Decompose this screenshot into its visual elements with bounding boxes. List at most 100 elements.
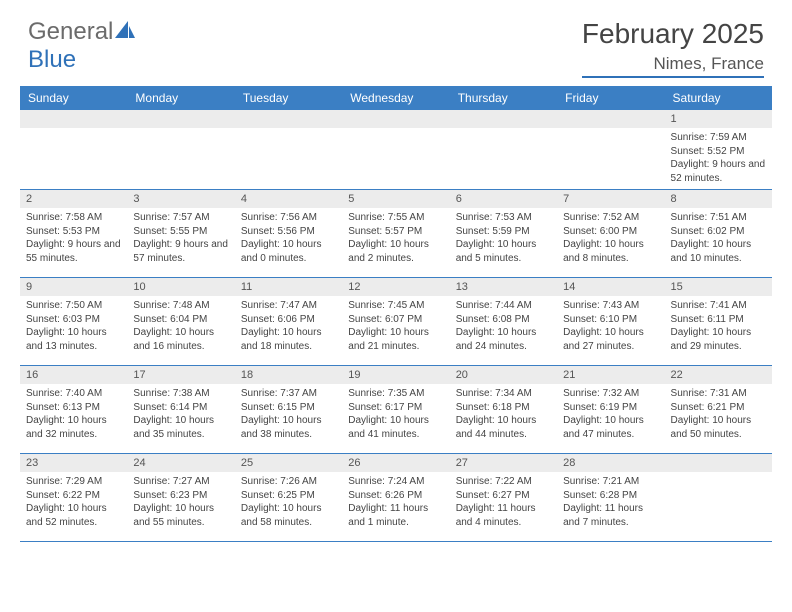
day-number [127, 110, 234, 128]
calendar-cell: 2Sunrise: 7:58 AMSunset: 5:53 PMDaylight… [20, 190, 127, 278]
header: General February 2025 Nimes, France [0, 0, 792, 86]
logo: General [28, 18, 135, 46]
day-number: 17 [127, 366, 234, 384]
logo-sail-icon [115, 18, 135, 46]
day-header: Tuesday [235, 86, 342, 110]
day-number: 5 [342, 190, 449, 208]
day-number: 7 [557, 190, 664, 208]
day-details: Sunrise: 7:43 AMSunset: 6:10 PMDaylight:… [557, 296, 664, 357]
calendar-cell: 17Sunrise: 7:38 AMSunset: 6:14 PMDayligh… [127, 366, 234, 454]
title-block: February 2025 Nimes, France [582, 18, 764, 78]
day-number [450, 110, 557, 128]
day-header: Friday [557, 86, 664, 110]
day-details: Sunrise: 7:27 AMSunset: 6:23 PMDaylight:… [127, 472, 234, 533]
calendar-cell: 9Sunrise: 7:50 AMSunset: 6:03 PMDaylight… [20, 278, 127, 366]
day-details: Sunrise: 7:52 AMSunset: 6:00 PMDaylight:… [557, 208, 664, 269]
day-details: Sunrise: 7:47 AMSunset: 6:06 PMDaylight:… [235, 296, 342, 357]
month-title: February 2025 [582, 18, 764, 50]
day-details: Sunrise: 7:35 AMSunset: 6:17 PMDaylight:… [342, 384, 449, 445]
day-details: Sunrise: 7:50 AMSunset: 6:03 PMDaylight:… [20, 296, 127, 357]
calendar-cell: 22Sunrise: 7:31 AMSunset: 6:21 PMDayligh… [665, 366, 772, 454]
day-number: 26 [342, 454, 449, 472]
calendar-cell: 10Sunrise: 7:48 AMSunset: 6:04 PMDayligh… [127, 278, 234, 366]
calendar-cell [342, 110, 449, 190]
calendar-cell: 19Sunrise: 7:35 AMSunset: 6:17 PMDayligh… [342, 366, 449, 454]
day-number: 16 [20, 366, 127, 384]
calendar-cell: 5Sunrise: 7:55 AMSunset: 5:57 PMDaylight… [342, 190, 449, 278]
day-number: 2 [20, 190, 127, 208]
calendar-cell: 24Sunrise: 7:27 AMSunset: 6:23 PMDayligh… [127, 454, 234, 542]
day-details: Sunrise: 7:59 AMSunset: 5:52 PMDaylight:… [665, 128, 772, 189]
day-number: 22 [665, 366, 772, 384]
day-details: Sunrise: 7:44 AMSunset: 6:08 PMDaylight:… [450, 296, 557, 357]
calendar-cell [557, 110, 664, 190]
day-number: 4 [235, 190, 342, 208]
day-number: 23 [20, 454, 127, 472]
calendar-cell [665, 454, 772, 542]
day-number: 10 [127, 278, 234, 296]
day-number: 18 [235, 366, 342, 384]
day-header: Saturday [665, 86, 772, 110]
calendar-cell: 23Sunrise: 7:29 AMSunset: 6:22 PMDayligh… [20, 454, 127, 542]
day-number: 15 [665, 278, 772, 296]
calendar-cell: 4Sunrise: 7:56 AMSunset: 5:56 PMDaylight… [235, 190, 342, 278]
calendar-week-row: 16Sunrise: 7:40 AMSunset: 6:13 PMDayligh… [20, 366, 772, 454]
day-number: 13 [450, 278, 557, 296]
day-number: 1 [665, 110, 772, 128]
day-details: Sunrise: 7:31 AMSunset: 6:21 PMDaylight:… [665, 384, 772, 445]
calendar-cell: 7Sunrise: 7:52 AMSunset: 6:00 PMDaylight… [557, 190, 664, 278]
calendar-cell: 13Sunrise: 7:44 AMSunset: 6:08 PMDayligh… [450, 278, 557, 366]
day-number: 21 [557, 366, 664, 384]
logo-text-gray: General [28, 18, 113, 46]
day-number: 12 [342, 278, 449, 296]
calendar-cell [127, 110, 234, 190]
calendar-cell: 26Sunrise: 7:24 AMSunset: 6:26 PMDayligh… [342, 454, 449, 542]
calendar-cell: 1Sunrise: 7:59 AMSunset: 5:52 PMDaylight… [665, 110, 772, 190]
day-details: Sunrise: 7:41 AMSunset: 6:11 PMDaylight:… [665, 296, 772, 357]
calendar-cell: 25Sunrise: 7:26 AMSunset: 6:25 PMDayligh… [235, 454, 342, 542]
calendar-cell: 21Sunrise: 7:32 AMSunset: 6:19 PMDayligh… [557, 366, 664, 454]
day-details: Sunrise: 7:51 AMSunset: 6:02 PMDaylight:… [665, 208, 772, 269]
day-number [665, 454, 772, 472]
calendar-cell: 12Sunrise: 7:45 AMSunset: 6:07 PMDayligh… [342, 278, 449, 366]
day-details: Sunrise: 7:37 AMSunset: 6:15 PMDaylight:… [235, 384, 342, 445]
day-number: 9 [20, 278, 127, 296]
day-number: 24 [127, 454, 234, 472]
calendar-cell [20, 110, 127, 190]
calendar-cell: 8Sunrise: 7:51 AMSunset: 6:02 PMDaylight… [665, 190, 772, 278]
day-details: Sunrise: 7:22 AMSunset: 6:27 PMDaylight:… [450, 472, 557, 533]
calendar-cell [450, 110, 557, 190]
calendar-week-row: 23Sunrise: 7:29 AMSunset: 6:22 PMDayligh… [20, 454, 772, 542]
day-details: Sunrise: 7:58 AMSunset: 5:53 PMDaylight:… [20, 208, 127, 269]
day-number: 11 [235, 278, 342, 296]
calendar-cell: 20Sunrise: 7:34 AMSunset: 6:18 PMDayligh… [450, 366, 557, 454]
calendar-cell: 6Sunrise: 7:53 AMSunset: 5:59 PMDaylight… [450, 190, 557, 278]
calendar-cell: 14Sunrise: 7:43 AMSunset: 6:10 PMDayligh… [557, 278, 664, 366]
calendar-table: Sunday Monday Tuesday Wednesday Thursday… [20, 86, 772, 542]
calendar-cell: 27Sunrise: 7:22 AMSunset: 6:27 PMDayligh… [450, 454, 557, 542]
calendar-week-row: 1Sunrise: 7:59 AMSunset: 5:52 PMDaylight… [20, 110, 772, 190]
day-details: Sunrise: 7:38 AMSunset: 6:14 PMDaylight:… [127, 384, 234, 445]
calendar-cell: 11Sunrise: 7:47 AMSunset: 6:06 PMDayligh… [235, 278, 342, 366]
day-number [342, 110, 449, 128]
day-number: 6 [450, 190, 557, 208]
day-details: Sunrise: 7:57 AMSunset: 5:55 PMDaylight:… [127, 208, 234, 269]
day-number [235, 110, 342, 128]
day-number: 25 [235, 454, 342, 472]
calendar-cell: 28Sunrise: 7:21 AMSunset: 6:28 PMDayligh… [557, 454, 664, 542]
day-number: 14 [557, 278, 664, 296]
day-number: 20 [450, 366, 557, 384]
day-number: 8 [665, 190, 772, 208]
day-details: Sunrise: 7:56 AMSunset: 5:56 PMDaylight:… [235, 208, 342, 269]
calendar-cell: 3Sunrise: 7:57 AMSunset: 5:55 PMDaylight… [127, 190, 234, 278]
calendar-cell: 18Sunrise: 7:37 AMSunset: 6:15 PMDayligh… [235, 366, 342, 454]
day-details: Sunrise: 7:40 AMSunset: 6:13 PMDaylight:… [20, 384, 127, 445]
day-details: Sunrise: 7:29 AMSunset: 6:22 PMDaylight:… [20, 472, 127, 533]
day-number: 27 [450, 454, 557, 472]
day-details: Sunrise: 7:53 AMSunset: 5:59 PMDaylight:… [450, 208, 557, 269]
day-number: 19 [342, 366, 449, 384]
calendar-week-row: 2Sunrise: 7:58 AMSunset: 5:53 PMDaylight… [20, 190, 772, 278]
day-details: Sunrise: 7:34 AMSunset: 6:18 PMDaylight:… [450, 384, 557, 445]
calendar-cell: 16Sunrise: 7:40 AMSunset: 6:13 PMDayligh… [20, 366, 127, 454]
day-number: 3 [127, 190, 234, 208]
